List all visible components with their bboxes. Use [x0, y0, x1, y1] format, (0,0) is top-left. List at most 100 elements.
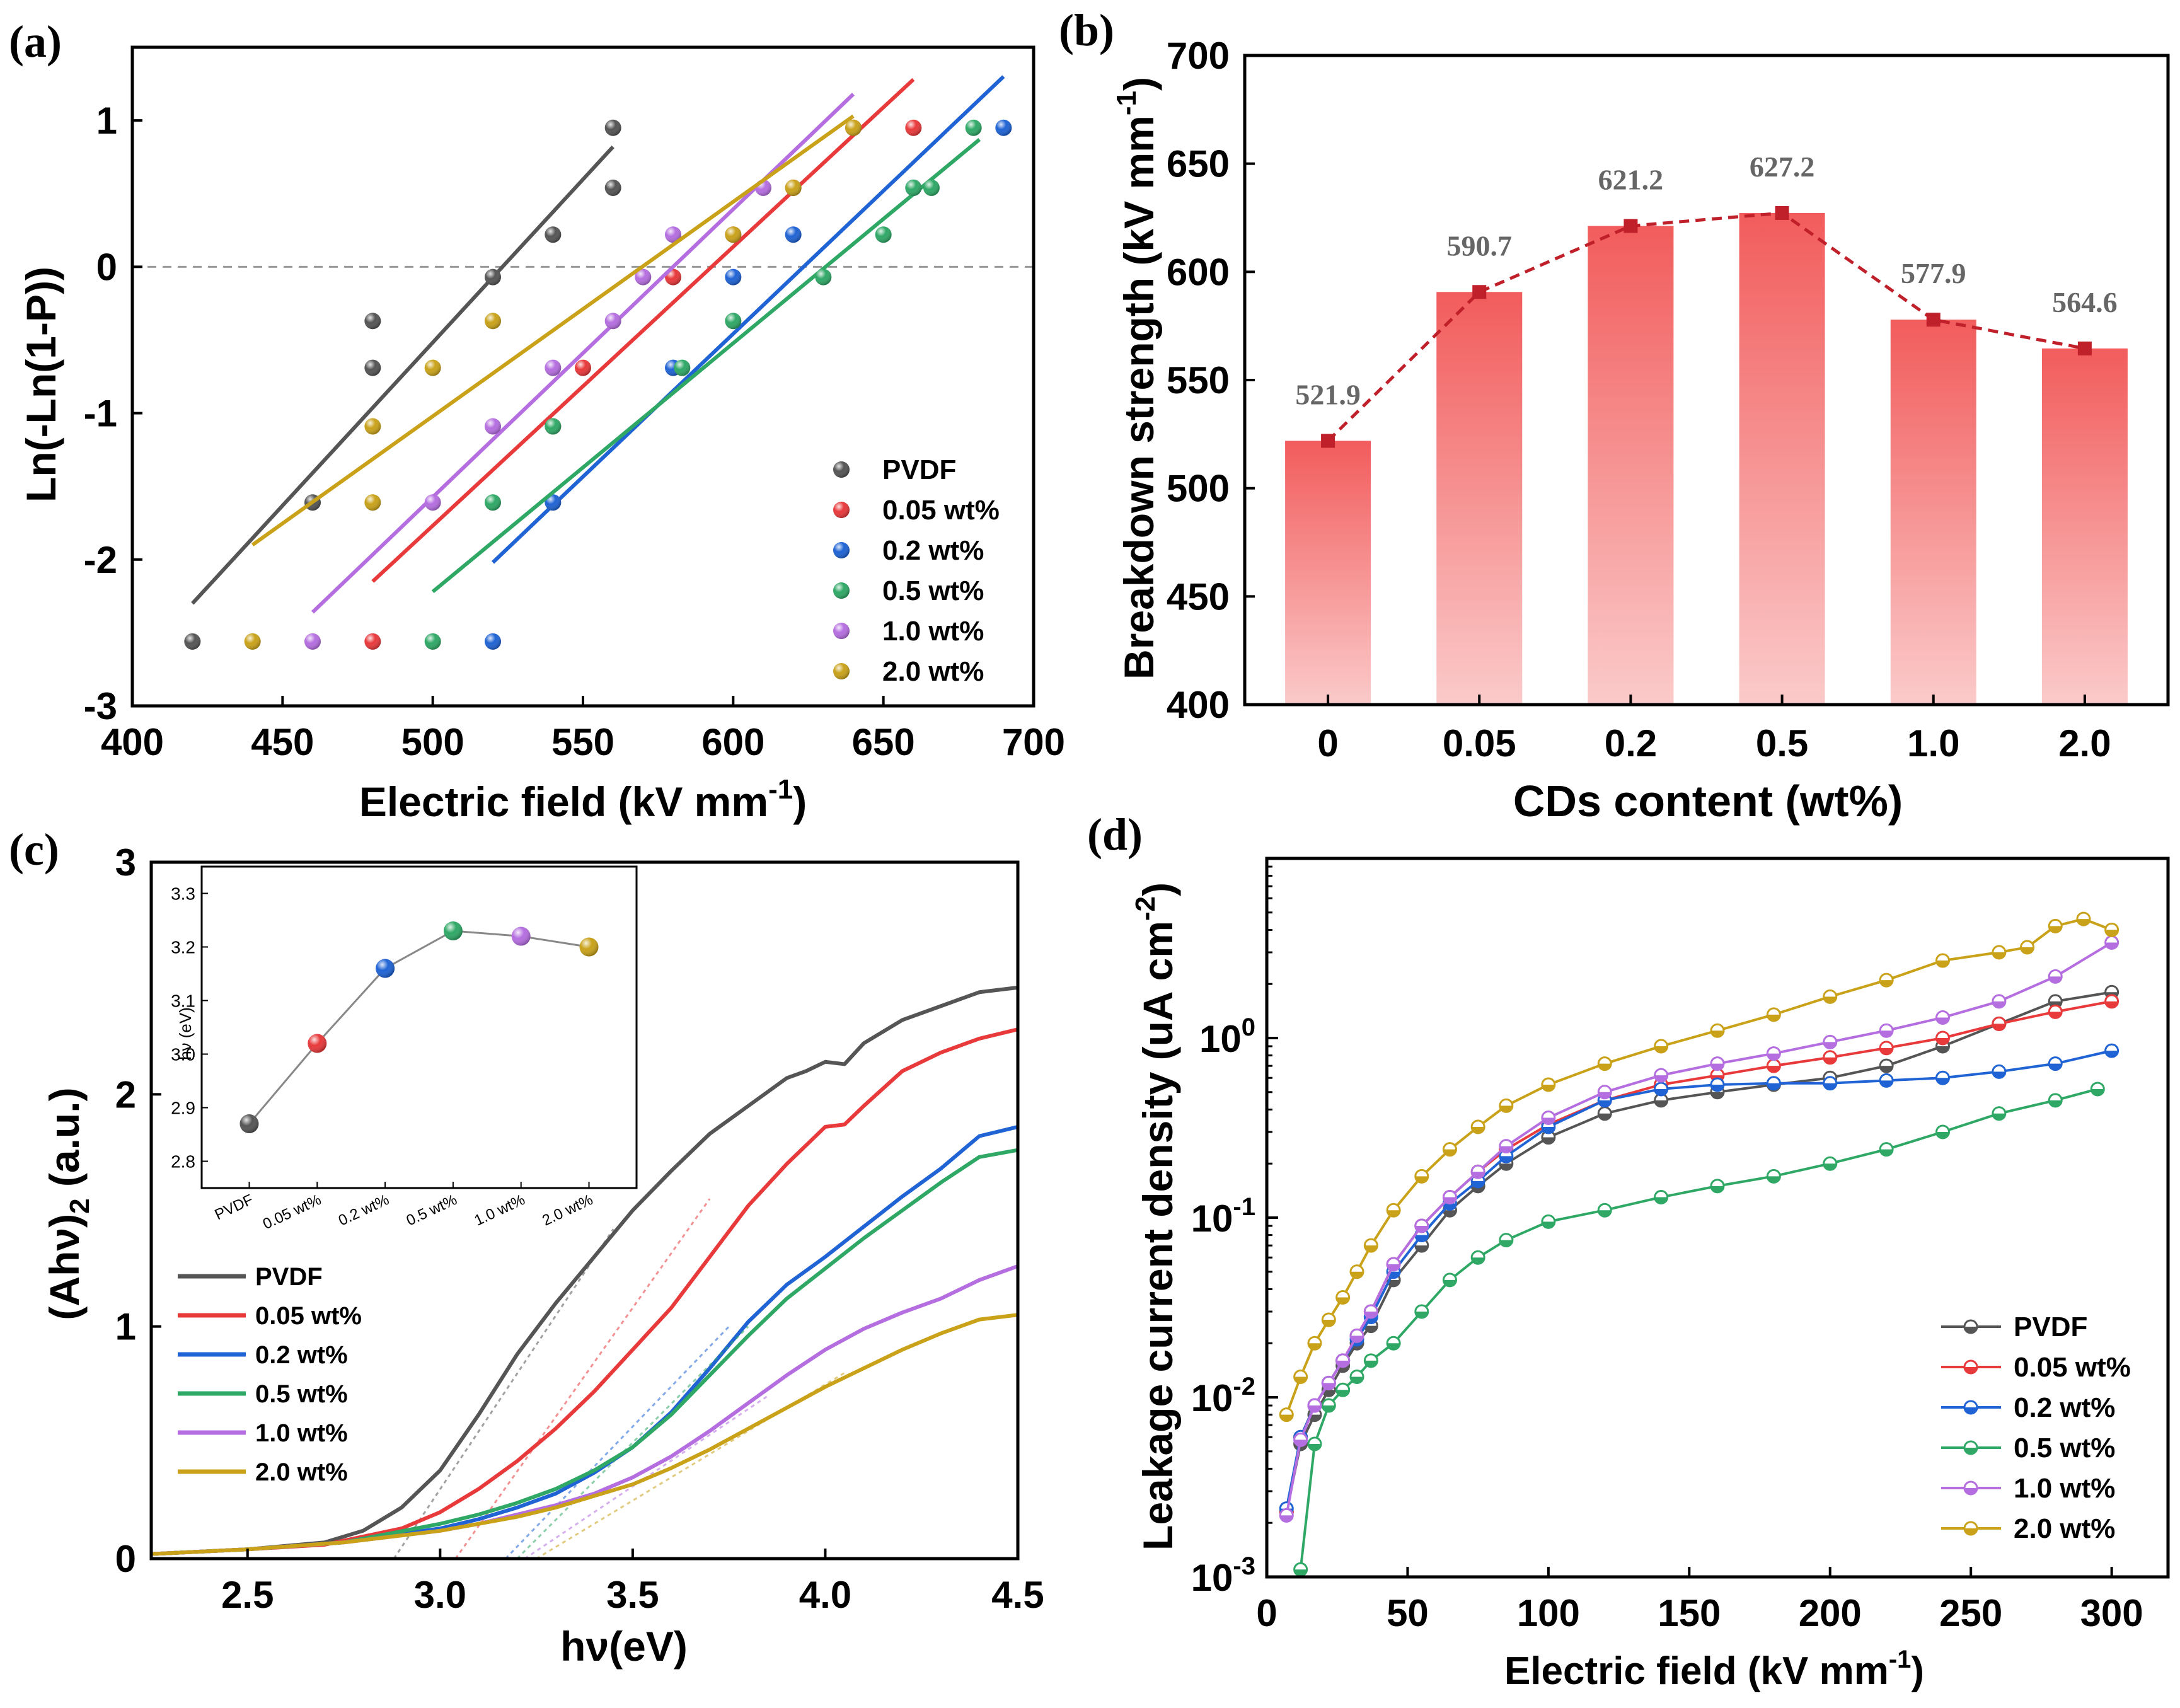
data-point-half-fill: [1711, 1092, 1724, 1099]
data-point-half-fill: [1364, 1360, 1378, 1367]
x-tick-label: 1.0: [1907, 722, 1959, 765]
legend-label-0-05-wt: 0.05 wt%: [2014, 1352, 2131, 1383]
data-point-half-fill: [1472, 1186, 1485, 1192]
data-point-half-fill: [1280, 1515, 1293, 1522]
x-tick-label: 0: [1317, 722, 1338, 765]
x-tick-label: 0: [1256, 1592, 1277, 1634]
x-tick-label: 150: [1658, 1592, 1721, 1634]
data-point-half-fill: [1322, 1320, 1335, 1327]
x-tick-label: 4.0: [799, 1574, 851, 1616]
data-point-half-fill: [1880, 1066, 1893, 1073]
legend-label-1-0-wt: 1.0 wt%: [882, 616, 984, 647]
data-point-shading: [965, 119, 982, 136]
x-tick-label: 550: [551, 721, 614, 763]
data-point-shading: [575, 359, 591, 376]
legend-marker-shading: [833, 663, 850, 679]
legend-marker-half-fill: [1964, 1367, 1977, 1373]
data-point-half-fill: [1322, 1405, 1335, 1412]
panel-b-y-axis-label: Breakdown strength (kV mm-1): [1111, 77, 1162, 679]
bar-0-5: [1739, 212, 1825, 705]
panel-c-ticks: 2.5 3.0 3.5 4.0 4.5 0 1 2 3: [115, 841, 1044, 1616]
data-label-0-5: 627.2: [1750, 151, 1815, 183]
data-point-shading: [545, 226, 562, 243]
data-point-half-fill: [1936, 1017, 1949, 1024]
data-point-half-fill: [1767, 1014, 1780, 1021]
data-point-shading: [485, 633, 501, 650]
data-point-half-fill: [1336, 1297, 1349, 1304]
x-tick-label: 100: [1517, 1592, 1580, 1634]
data-point-half-fill: [1472, 1127, 1485, 1134]
y-tick-label: 10-3: [1191, 1552, 1255, 1599]
legend-marker-half-fill: [1964, 1448, 1977, 1454]
data-point-half-fill: [2049, 1100, 2062, 1107]
y-tick-label: 1: [96, 100, 117, 142]
data-point-half-fill: [1443, 1197, 1456, 1204]
data-point-half-fill: [1294, 1376, 1307, 1383]
data-point-shading: [424, 494, 441, 511]
bar-0-2: [1588, 226, 1674, 705]
fit-line-0-2-wt: [491, 75, 1005, 564]
legend-marker-half-fill: [1964, 1407, 1977, 1414]
x-tick-label: 250: [1939, 1592, 2002, 1634]
legend-label-1-0-wt: 1.0 wt%: [255, 1419, 348, 1447]
data-point-shading: [875, 226, 892, 243]
data-label-1-0: 577.9: [1901, 257, 1966, 289]
data-point-shading: [485, 268, 501, 286]
data-point-half-fill: [1767, 1066, 1780, 1073]
data-point-shading: [244, 633, 261, 650]
y-tick-label: 700: [1167, 35, 1230, 77]
data-point-half-fill: [1387, 1279, 1400, 1286]
data-point-shading: [364, 313, 381, 330]
panel-c-y-axis-label: (Ahν)2 (a.u.): [41, 1087, 95, 1320]
x-tick-label: 0.05: [1443, 722, 1516, 765]
panel-c-frame: [149, 860, 1020, 1561]
legend-marker-half-fill: [1964, 1528, 1977, 1535]
data-point-half-fill: [1992, 952, 2005, 959]
data-point-half-fill: [1443, 1210, 1456, 1217]
data-point-shading: [905, 179, 922, 196]
panel-c-x-axis-label: hν(eV): [560, 1623, 688, 1670]
y-tick-label: 0: [115, 1538, 136, 1580]
legend-label-pvdf: PVDF: [255, 1263, 323, 1291]
tangent-line-0-2-wt: [505, 1325, 730, 1560]
data-point-half-fill: [1880, 1030, 1893, 1037]
legend-label-0-05-wt: 0.05 wt%: [255, 1302, 362, 1330]
data-point-half-fill: [1823, 1057, 1837, 1064]
data-marker-0: [1321, 434, 1335, 448]
data-point-half-fill: [1322, 1390, 1335, 1397]
series-line-0-5-wt: [1299, 1088, 2098, 1570]
y-tick-label: 450: [1167, 575, 1230, 618]
tangent-line-0-5-wt: [516, 1325, 749, 1560]
legend-marker-half-fill: [1964, 1488, 1977, 1494]
data-point-half-fill: [1542, 1117, 1555, 1124]
data-point-half-fill: [1598, 1092, 1612, 1099]
legend-label-0-2-wt: 0.2 wt%: [2014, 1392, 2115, 1423]
data-point-half-fill: [1936, 1132, 1949, 1139]
inset-x-tick-label: 1.0 wt%: [471, 1191, 528, 1230]
data-point-shading: [785, 179, 802, 196]
series-line-0-05-wt: [1285, 1000, 2112, 1513]
data-point-shading: [424, 359, 441, 376]
data-marker-1-0: [1926, 313, 1941, 327]
panel-label-c: (c): [9, 824, 59, 875]
panel-a-y-axis-label: Ln(-Ln(1-P)): [18, 267, 64, 502]
data-point-half-fill: [2049, 976, 2062, 983]
legend-marker-shading: [833, 542, 850, 558]
data-marker-0-2: [1623, 219, 1638, 233]
data-point-half-fill: [1936, 1038, 1949, 1044]
data-point-half-fill: [1499, 1163, 1513, 1170]
data-marker-0-5: [1775, 205, 1789, 220]
data-point-shading: [424, 633, 441, 650]
data-point-half-fill: [1598, 1100, 1612, 1107]
data-point-half-fill: [2105, 942, 2118, 949]
x-tick-label: 2.0: [2058, 722, 2111, 765]
panel-label-d: (d): [1087, 809, 1143, 860]
data-point-half-fill: [1823, 996, 1837, 1003]
panel-a-frame: [130, 45, 1035, 708]
data-point-shading: [665, 226, 681, 243]
y-tick-label: 1: [115, 1306, 136, 1348]
data-point-shading: [184, 633, 201, 650]
data-point-half-fill: [1308, 1443, 1321, 1450]
panel-c-tauc-plot: 2.5 3.0 3.5 4.0 4.5 0 1 2 3 hν(eV) (Ahν)2 (a.u.)…: [41, 841, 1044, 1670]
series-line-pvdf: [151, 985, 1018, 1556]
